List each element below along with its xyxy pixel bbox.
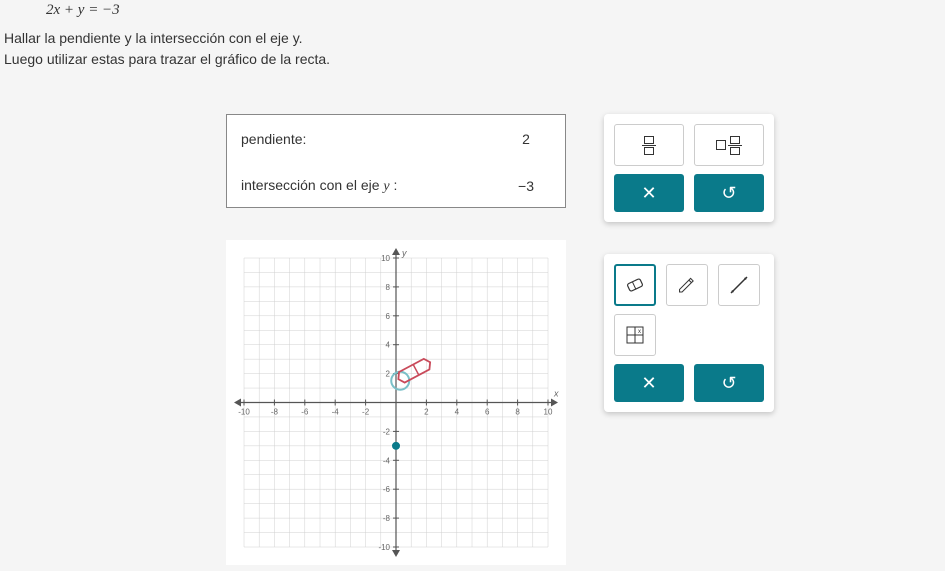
yint-prefix: intersección con el eje <box>241 177 383 193</box>
undo-button[interactable]: ↺ <box>694 174 764 212</box>
svg-text:x: x <box>638 329 641 335</box>
fraction-icon <box>642 136 656 155</box>
svg-text:-10: -10 <box>238 408 250 417</box>
svg-text:4: 4 <box>455 408 460 417</box>
equation-value: 2x + y = −3 <box>46 2 120 18</box>
svg-text:-10: -10 <box>378 543 390 552</box>
svg-text:y: y <box>401 248 407 258</box>
svg-text:2: 2 <box>424 408 429 417</box>
graph-svg: -10-8-6-4-2246810-10-8-6-4-2246810xy <box>226 240 566 565</box>
pencil-icon <box>677 275 697 295</box>
svg-text:10: 10 <box>381 254 390 263</box>
instructions: Hallar la pendiente y la intersección co… <box>4 28 330 70</box>
eraser-tool-button[interactable] <box>614 264 656 306</box>
svg-text:2: 2 <box>386 370 391 379</box>
mixed-number-button[interactable] <box>694 124 764 166</box>
clear-button[interactable]: ✕ <box>614 174 684 212</box>
svg-text:-2: -2 <box>362 408 370 417</box>
svg-text:10: 10 <box>544 408 553 417</box>
svg-text:-4: -4 <box>332 408 340 417</box>
svg-text:6: 6 <box>485 408 490 417</box>
equation-text: 2x + y = −3 <box>46 2 120 19</box>
svg-text:-4: -4 <box>383 456 391 465</box>
instruction-line-1: Hallar la pendiente y la intersección co… <box>4 28 330 49</box>
svg-text:-6: -6 <box>301 408 309 417</box>
yint-suffix: : <box>390 177 398 193</box>
pencil-tool-button[interactable] <box>666 264 708 306</box>
line-tool-button[interactable] <box>718 264 760 306</box>
yintercept-value[interactable]: −3 <box>501 178 551 194</box>
line-icon <box>728 274 750 296</box>
yintercept-label: intersección con el eje y : <box>241 177 501 195</box>
undo-graph-button[interactable]: ↺ <box>694 364 764 402</box>
svg-text:6: 6 <box>386 312 391 321</box>
graph-toolbox: x ✕ ↺ <box>604 254 774 412</box>
slope-value[interactable]: 2 <box>501 131 551 147</box>
grid-tool-button[interactable]: x <box>614 314 656 356</box>
svg-text:8: 8 <box>515 408 520 417</box>
svg-text:-6: -6 <box>383 485 391 494</box>
undo-icon: ↺ <box>721 373 736 394</box>
answer-box: pendiente: 2 intersección con el eje y :… <box>226 114 566 208</box>
eraser-icon <box>624 277 646 293</box>
instruction-line-2: Luego utilizar estas para trazar el gráf… <box>4 49 330 70</box>
svg-text:-8: -8 <box>271 408 279 417</box>
svg-text:8: 8 <box>386 283 391 292</box>
fraction-button[interactable] <box>614 124 684 166</box>
clear-graph-button[interactable]: ✕ <box>614 364 684 402</box>
graph-canvas[interactable]: -10-8-6-4-2246810-10-8-6-4-2246810xy <box>226 240 566 565</box>
input-toolbox: ✕ ↺ <box>604 114 774 222</box>
svg-text:-2: -2 <box>383 427 391 436</box>
svg-text:x: x <box>553 389 559 399</box>
svg-text:-8: -8 <box>383 514 391 523</box>
slope-label: pendiente: <box>241 131 501 147</box>
svg-text:4: 4 <box>386 341 391 350</box>
slope-row: pendiente: 2 <box>227 115 565 162</box>
close-icon: ✕ <box>641 373 656 394</box>
undo-icon: ↺ <box>721 183 736 204</box>
yintercept-row: intersección con el eje y : −3 <box>227 162 565 209</box>
close-icon: ✕ <box>641 183 656 204</box>
mixed-number-icon <box>716 136 742 155</box>
grid-icon: x <box>625 325 645 345</box>
